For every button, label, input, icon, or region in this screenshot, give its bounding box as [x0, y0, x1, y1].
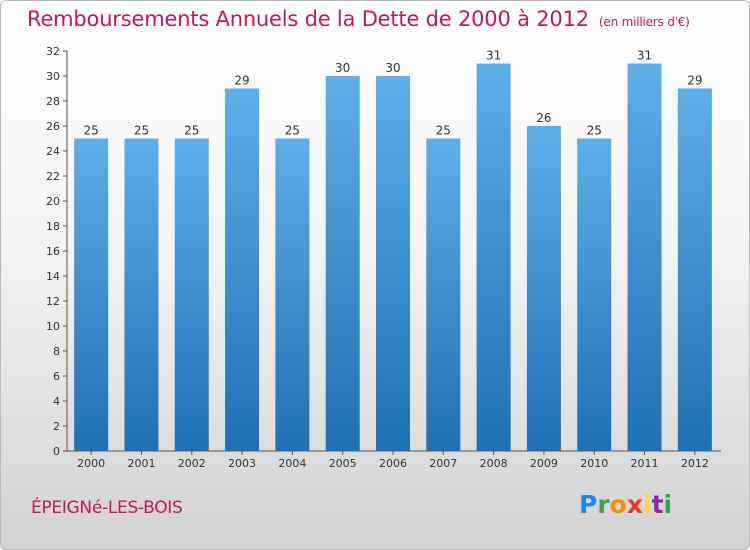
bar-value-label: 30	[385, 61, 400, 75]
commune-name: ÉPEIGNé-LES-BOIS	[31, 498, 183, 518]
x-tick-label: 2012	[681, 457, 709, 470]
y-tick-label: 0	[53, 445, 60, 458]
y-tick-label: 32	[46, 45, 60, 58]
bar-2005	[325, 76, 360, 451]
bar-2003	[225, 88, 260, 451]
bar-value-label: 29	[687, 74, 702, 88]
logo-letter: i	[643, 490, 652, 519]
y-tick-label: 10	[46, 320, 60, 333]
bar-value-label: 25	[134, 124, 149, 138]
y-tick-label: 22	[46, 170, 60, 183]
bar-2012	[677, 88, 712, 451]
y-tick-label: 14	[46, 270, 60, 283]
x-tick-label: 2005	[329, 457, 357, 470]
bar-value-label: 31	[637, 49, 652, 63]
x-tick-label: 2001	[127, 457, 155, 470]
y-tick-label: 12	[46, 295, 60, 308]
bar-value-label: 29	[234, 74, 249, 88]
bar-2006	[376, 76, 410, 451]
bar-2000	[74, 138, 109, 451]
bar-value-label: 25	[84, 124, 99, 138]
x-tick-label: 2007	[429, 457, 457, 470]
chart-bars	[74, 63, 712, 451]
y-tick-label: 6	[53, 370, 60, 383]
y-tick-label: 20	[46, 195, 60, 208]
bar-2008	[476, 63, 511, 451]
bar-value-label: 31	[486, 49, 501, 63]
logo-letter: r	[597, 490, 610, 519]
y-tick-label: 28	[46, 95, 60, 108]
x-tick-label: 2011	[631, 457, 659, 470]
bar-value-label: 25	[436, 124, 451, 138]
bar-value-label: 26	[536, 111, 551, 125]
y-tick-label: 2	[53, 420, 60, 433]
x-tick-label: 2008	[480, 457, 508, 470]
y-tick-label: 4	[53, 395, 60, 408]
bar-value-label: 30	[335, 61, 350, 75]
chart-unit-label: (en milliers d'€)	[598, 15, 690, 29]
y-tick-label: 30	[46, 70, 60, 83]
bar-2007	[426, 138, 461, 451]
proxiti-logo: Proxiti	[579, 490, 672, 519]
bar-value-label: 25	[184, 124, 199, 138]
x-tick-label: 2004	[278, 457, 306, 470]
x-tick-label: 2010	[580, 457, 608, 470]
logo-letter: o	[609, 490, 627, 519]
chart-value-labels: 25 25 25 29 25 30 30 25 31 26 25 31 29	[84, 49, 703, 138]
bar-2002	[174, 138, 209, 451]
logo-letter: i	[663, 490, 673, 519]
x-tick-label: 2002	[178, 457, 206, 470]
logo-letter: P	[579, 490, 598, 519]
x-tick-label: 2009	[530, 457, 558, 470]
bar-2004	[275, 138, 310, 451]
chart-title-text: Remboursements Annuels de la Dette de 20…	[27, 7, 589, 31]
y-tick-label: 8	[53, 345, 60, 358]
bar-value-label: 25	[587, 124, 602, 138]
logo-letter: x	[626, 490, 643, 519]
bar-value-label: 25	[285, 124, 300, 138]
bar-2009	[526, 126, 561, 451]
logo-letter: t	[651, 490, 664, 519]
chart-title: Remboursements Annuels de la Dette de 20…	[27, 7, 690, 31]
y-tick-label: 18	[46, 220, 60, 233]
bar-2010	[577, 138, 612, 451]
y-tick-label: 24	[46, 145, 60, 158]
y-tick-label: 26	[46, 120, 60, 133]
y-tick-label: 16	[46, 245, 60, 258]
x-tick-label: 2000	[77, 457, 105, 470]
x-tick-label: 2003	[228, 457, 256, 470]
bar-2011	[627, 63, 662, 451]
bar-2001	[124, 138, 159, 451]
x-tick-label: 2006	[379, 457, 407, 470]
